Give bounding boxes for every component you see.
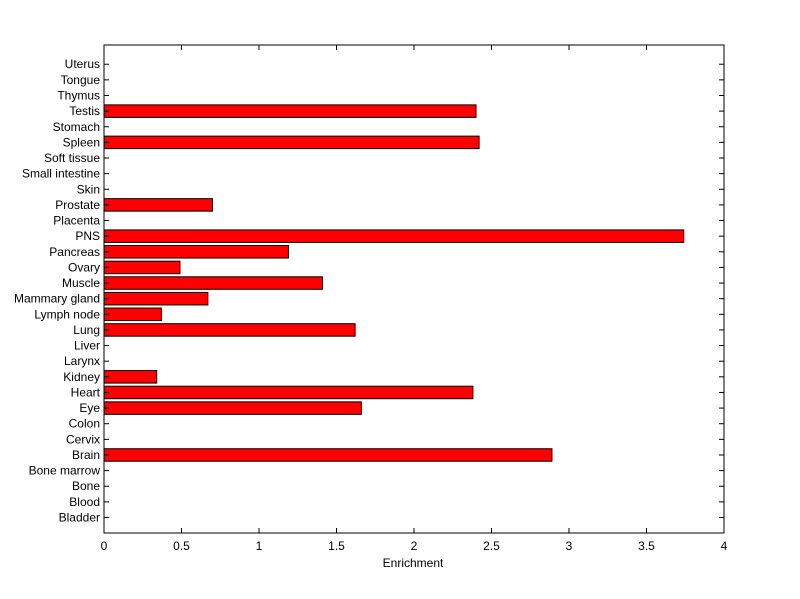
bar-9 <box>103 370 158 384</box>
y-tick-label: Lung <box>73 323 100 337</box>
x-tick-label: 2 <box>411 539 418 553</box>
plot-area-frame <box>103 44 725 534</box>
y-tick-label: Kidney <box>63 370 100 384</box>
x-tick-label: 3 <box>566 539 573 553</box>
bar-12 <box>103 323 356 337</box>
x-tick-label: 1.5 <box>328 539 345 553</box>
y-tick-label: Blood <box>69 495 100 509</box>
y-tick-label: Lymph node <box>34 307 100 321</box>
x-tick-label: 4 <box>721 539 728 553</box>
y-tick-label: Prostate <box>55 198 100 212</box>
x-tick-label: 3.5 <box>638 539 655 553</box>
y-tick-label: Mammary gland <box>14 292 100 306</box>
y-tick-label: Heart <box>71 385 101 399</box>
y-tick-label: Cervix <box>66 432 100 446</box>
y-tick-label: Larynx <box>64 354 100 368</box>
bars-group <box>103 104 685 462</box>
y-tick-label: Colon <box>69 417 100 431</box>
bar-24 <box>103 135 480 150</box>
y-tick-label: Skin <box>77 182 100 196</box>
x-tick-label: 0 <box>101 539 108 553</box>
bar-8 <box>103 385 474 400</box>
bar-4 <box>103 448 553 462</box>
bar-18 <box>103 229 685 243</box>
x-tick-label: 0.5 <box>173 539 190 553</box>
y-tick-label: PNS <box>75 229 100 243</box>
bar-16 <box>103 260 181 275</box>
y-tick-label: Pancreas <box>49 245 100 259</box>
x-axis-label: Enrichment <box>383 556 444 570</box>
y-tick-label: Liver <box>74 339 100 353</box>
bar-7 <box>103 401 362 415</box>
bar-20 <box>103 198 213 212</box>
bar-26 <box>103 104 477 118</box>
y-tick-label: Spleen <box>63 135 100 149</box>
bar-14 <box>103 291 209 306</box>
y-tick-label: Muscle <box>62 276 100 290</box>
bar-17 <box>103 245 289 259</box>
x-tick-label: 1 <box>256 539 263 553</box>
y-tick-label: Bladder <box>59 511 100 525</box>
y-tick-label: Uterus <box>65 57 100 71</box>
y-tick-label: Tongue <box>61 73 101 87</box>
y-tick-label: Soft tissue <box>44 151 100 165</box>
y-tick-label: Bone marrow <box>29 464 101 478</box>
y-tick-label: Stomach <box>53 120 100 134</box>
y-tick-label: Bone <box>72 479 100 493</box>
y-tick-label: Testis <box>69 104 100 118</box>
y-tick-label: Thymus <box>57 88 100 102</box>
bar-13 <box>103 307 162 322</box>
y-tick-label: Ovary <box>68 260 100 274</box>
y-tick-label: Small intestine <box>22 167 100 181</box>
y-tick-label: Eye <box>79 401 100 415</box>
x-tick-label: 2.5 <box>483 539 500 553</box>
bar-15 <box>103 276 324 290</box>
y-tick-label: Placenta <box>53 214 100 228</box>
y-tick-label: Brain <box>72 448 100 462</box>
